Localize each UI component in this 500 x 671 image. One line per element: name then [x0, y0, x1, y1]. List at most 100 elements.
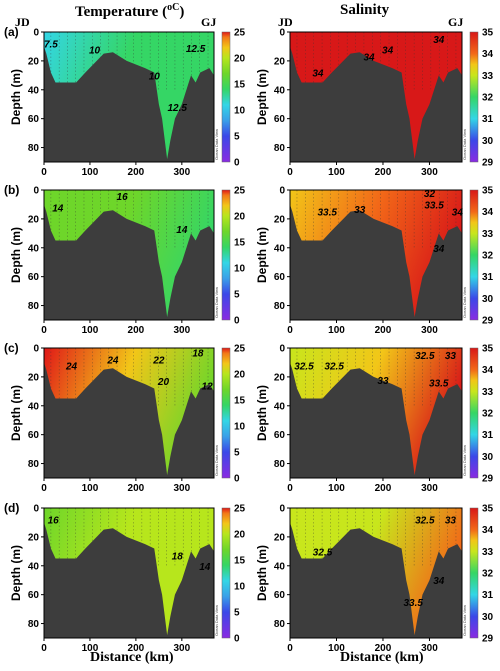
y-tick-label: 20: [28, 56, 40, 67]
contour-label: 33.5: [429, 379, 449, 390]
colorbar-tick-label: 5: [234, 608, 240, 619]
x-tick-label: 0: [41, 643, 47, 654]
colorbar-tick-label: 10: [234, 422, 246, 433]
contour-label: 12.5: [186, 44, 206, 55]
y-axis-label: Depth (m): [9, 545, 23, 601]
contour-label: 32.5: [313, 547, 333, 558]
y-tick-label: 40: [274, 561, 286, 572]
x-tick-label: 100: [82, 325, 99, 336]
colorbar-tick-label: 30: [482, 612, 494, 623]
watermark: Ocean Data View: [214, 605, 219, 636]
plot-frame: [289, 189, 463, 321]
x-tick-label: 100: [328, 167, 345, 178]
x-tick-label: 0: [287, 643, 293, 654]
y-axis-label: Depth (m): [255, 69, 269, 125]
colorbar-tick-label: 32: [482, 409, 494, 420]
y-tick-label: 60: [274, 430, 286, 441]
colorbar: [469, 189, 479, 321]
y-tick-label: 0: [33, 186, 39, 197]
y-tick-label: 60: [28, 272, 40, 283]
x-tick-label: 300: [421, 483, 438, 494]
colorbar-tick-label: 30: [482, 452, 494, 463]
plot-frame: [289, 31, 463, 163]
colorbar-tick-label: 34: [482, 207, 494, 218]
colorbar-tick-label: 33: [482, 387, 494, 398]
x-tick-label: 0: [287, 483, 293, 494]
contour-label: 20: [157, 377, 170, 388]
y-tick-label: 80: [274, 143, 286, 154]
watermark: Ocean Data View: [214, 287, 219, 318]
y-tick-label: 80: [274, 619, 286, 630]
watermark: Ocean Data View: [462, 129, 467, 160]
y-tick-label: 0: [33, 504, 39, 515]
temperature-column-title: Temperature (oC): [75, 2, 185, 20]
contour-label: 10: [149, 71, 161, 82]
y-tick-label: 80: [28, 459, 40, 470]
x-tick-label: 300: [173, 643, 190, 654]
seafloor: [290, 204, 462, 320]
colorbar-tick-label: 30: [482, 294, 494, 305]
seafloor: [290, 522, 462, 638]
colorbar-tick-label: 31: [482, 272, 494, 283]
x-tick-label: 200: [375, 483, 392, 494]
x-tick-label: 0: [41, 325, 47, 336]
section-panel-temperature: 0 100 200 3000204060807.5101012.512.5Ocean …: [4, 25, 246, 178]
x-tick-label: 200: [128, 483, 145, 494]
seafloor: [290, 362, 462, 478]
contour-label: 33.5: [403, 598, 423, 609]
y-axis-label: Depth (m): [255, 545, 269, 601]
contour-label: 18: [172, 552, 184, 563]
contour-label: 7.5: [44, 40, 58, 51]
y-tick-label: 80: [274, 459, 286, 470]
plot-frame: [43, 31, 215, 163]
colorbar-tick-label: 29: [482, 474, 494, 485]
colorbar-tick-label: 10: [234, 264, 246, 275]
colorbar-tick-label: 10: [234, 582, 246, 593]
contour-label: 33: [354, 205, 366, 216]
watermark: Ocean Data View: [462, 287, 467, 318]
contour-label: 32.5: [415, 516, 435, 527]
colorbar-tick-label: 29: [482, 634, 494, 645]
x-tick-label: 200: [128, 643, 145, 654]
contour-label: 34: [363, 53, 375, 64]
section-panel-salinity: 0 100 200 300 0 20 40 60 80 32.5 32.5 33 34 33.5 Ocean…: [255, 504, 494, 655]
x-tick-label: 300: [173, 483, 190, 494]
colorbar-tick-label: 0: [234, 316, 240, 327]
watermark: Ocean Data View: [462, 445, 467, 476]
colorbar-tick-label: 31: [482, 114, 494, 125]
x-tick-label: 100: [328, 643, 345, 654]
colorbar: [221, 31, 231, 163]
contour-label: 18: [192, 348, 204, 359]
y-tick-label: 80: [274, 301, 286, 312]
colorbar-tick-label: 35: [482, 28, 494, 39]
y-tick-label: 40: [274, 243, 286, 254]
colorbar-tick-label: 29: [482, 316, 494, 327]
colorbar-tick-label: 25: [234, 28, 246, 39]
y-tick-label: 0: [279, 504, 285, 515]
colorbar-tick-label: 32: [482, 93, 494, 104]
colorbar-tick-label: 34: [482, 365, 494, 376]
colorbar-tick-label: 20: [234, 212, 246, 223]
y-axis-label: Depth (m): [255, 227, 269, 283]
y-tick-label: 20: [28, 372, 40, 383]
colorbar-tick-label: 35: [482, 504, 494, 515]
panel-label: (b): [4, 183, 19, 197]
y-tick-label: 60: [274, 590, 286, 601]
contour-label: 14: [176, 225, 188, 236]
colorbar: [469, 347, 479, 479]
seafloor: [44, 362, 214, 478]
colorbar-tick-label: 0: [234, 474, 240, 485]
colorbar-tick-label: 0: [234, 158, 240, 169]
contour-label: 33.5: [317, 208, 337, 219]
y-tick-label: 40: [274, 85, 286, 96]
colorbar-tick-label: 10: [234, 106, 246, 117]
x-tick-label: 100: [328, 325, 345, 336]
x-tick-label: 0: [41, 483, 47, 494]
contour-label: 16: [117, 192, 129, 203]
y-tick-label: 60: [28, 590, 40, 601]
contour-label: 32.5: [294, 361, 314, 372]
